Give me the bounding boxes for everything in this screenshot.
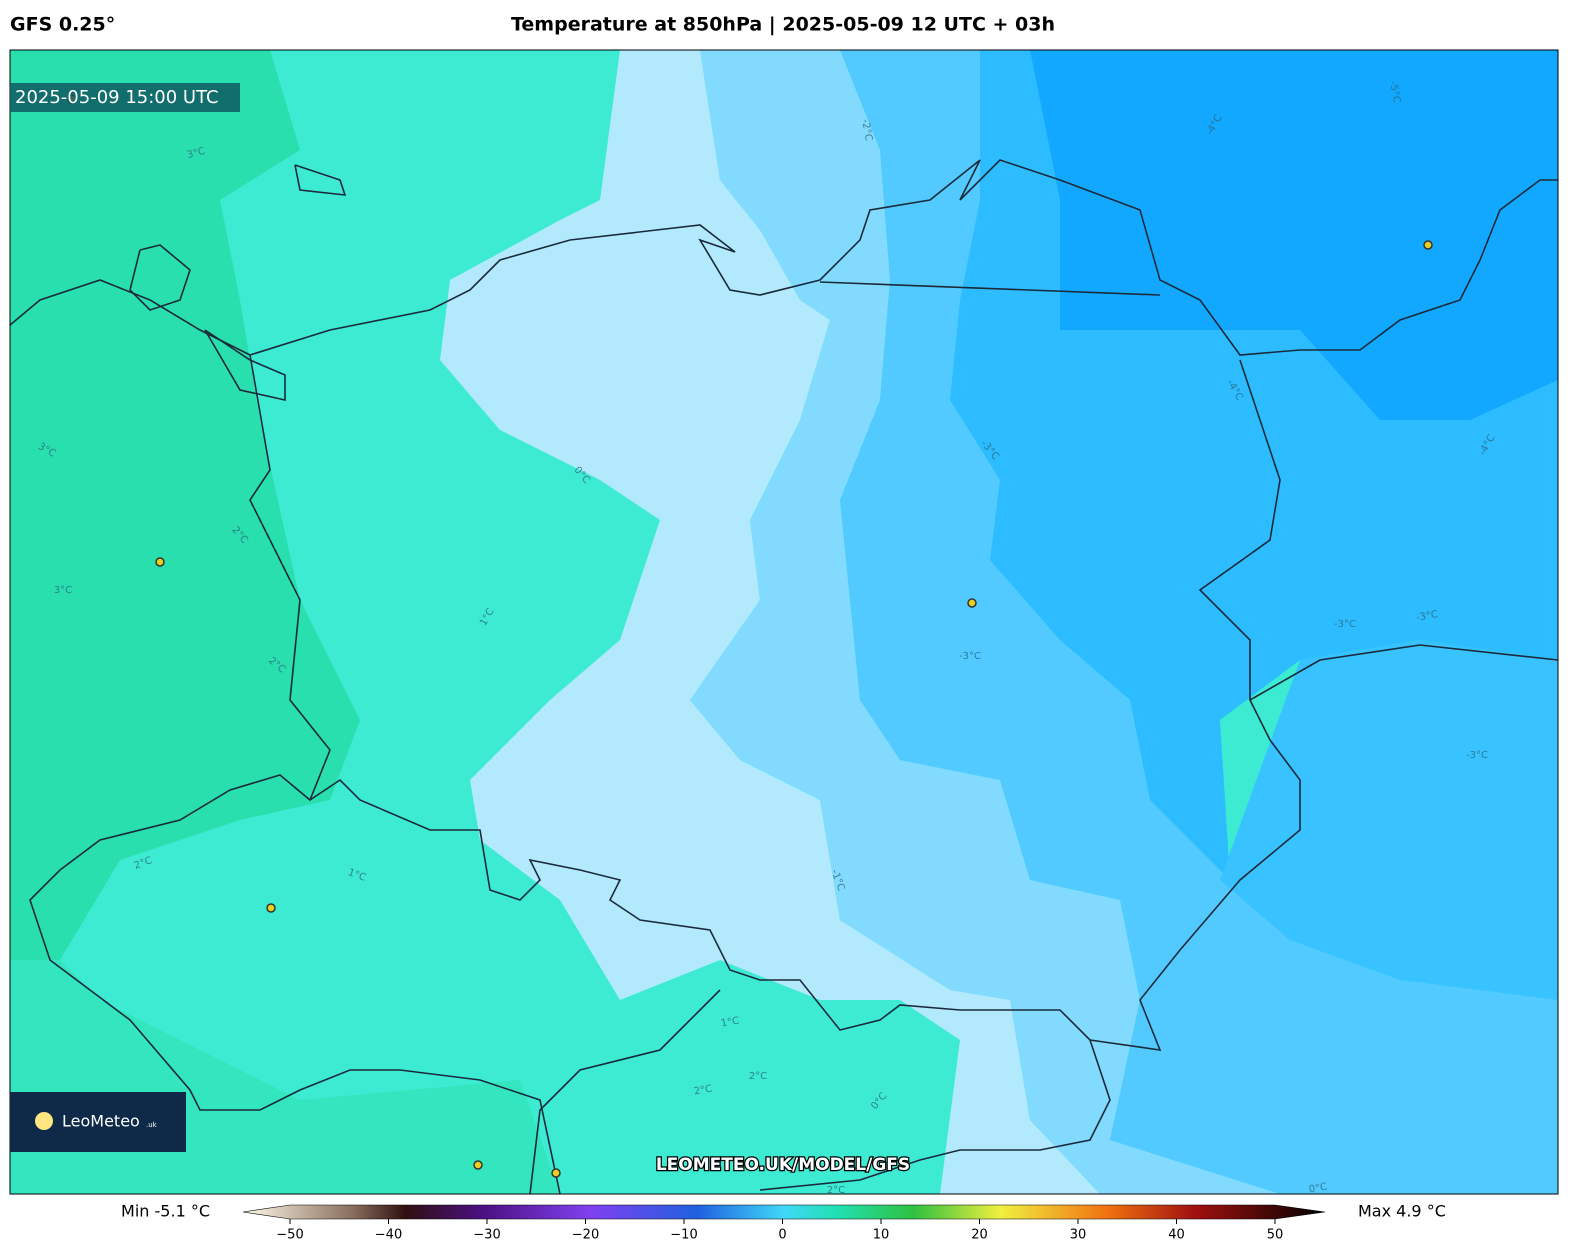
contour-label: 2°C (827, 1185, 845, 1196)
contour-label: 0°C (1308, 1181, 1328, 1195)
map-fill (10, 50, 1558, 1194)
map-frame (9, 49, 1559, 1195)
logo-name: LeoMeteo (62, 1112, 140, 1131)
contour-label: -3°C (1334, 619, 1356, 630)
watermark: LEOMETEO.UK/MODEL/GFS (656, 1155, 910, 1175)
contour-label: -3°C (1466, 750, 1488, 761)
colorbar-tick-label: 0 (778, 1228, 786, 1243)
colorbar (242, 1204, 1326, 1220)
colorbar-tick-label: 30 (1070, 1228, 1087, 1243)
map-title: Temperature at 850hPa | 2025-05-09 12 UT… (511, 14, 1055, 36)
contour-label: 3°C (186, 146, 207, 161)
colorbar-ticks: −50 −40 −30 −20 −10 0 10 20 30 40 50 (276, 1219, 1283, 1243)
contour-label: 1°C (720, 1015, 740, 1029)
model-name: GFS 0.25° (10, 14, 115, 36)
contour-label: -3°C (959, 651, 981, 662)
colorbar-tick-label: −30 (473, 1228, 500, 1243)
min-label: Min -5.1 °C (121, 1202, 210, 1221)
borders (10, 159, 1558, 1194)
max-label: Max 4.9 °C (1358, 1202, 1446, 1221)
colorbar-tick-label: −50 (276, 1228, 303, 1243)
colorbar-tick-label: 20 (971, 1228, 988, 1243)
contour-label: 3°C (54, 585, 72, 596)
contour-label: -3°C (1415, 609, 1439, 624)
time-box (10, 83, 240, 112)
contour-label: -5°C (1387, 80, 1402, 104)
valid-time: 2025-05-09 15:00 UTC (15, 87, 219, 108)
colorbar-tick-label: 50 (1267, 1228, 1284, 1243)
contour-label: -2°C (859, 118, 874, 142)
colorbar-tick-label: −10 (670, 1228, 697, 1243)
logo-sun (35, 1112, 53, 1130)
contour-label: 2°C (693, 1083, 713, 1097)
colorbar-tick-label: −40 (375, 1228, 402, 1243)
contour-label: 2°C (749, 1071, 767, 1082)
colorbar-tick-label: 10 (873, 1228, 890, 1243)
colorbar-tick-label: −20 (572, 1228, 599, 1243)
logo-suffix: .uk (146, 1121, 158, 1129)
colorbar-tick-label: 40 (1168, 1228, 1185, 1243)
